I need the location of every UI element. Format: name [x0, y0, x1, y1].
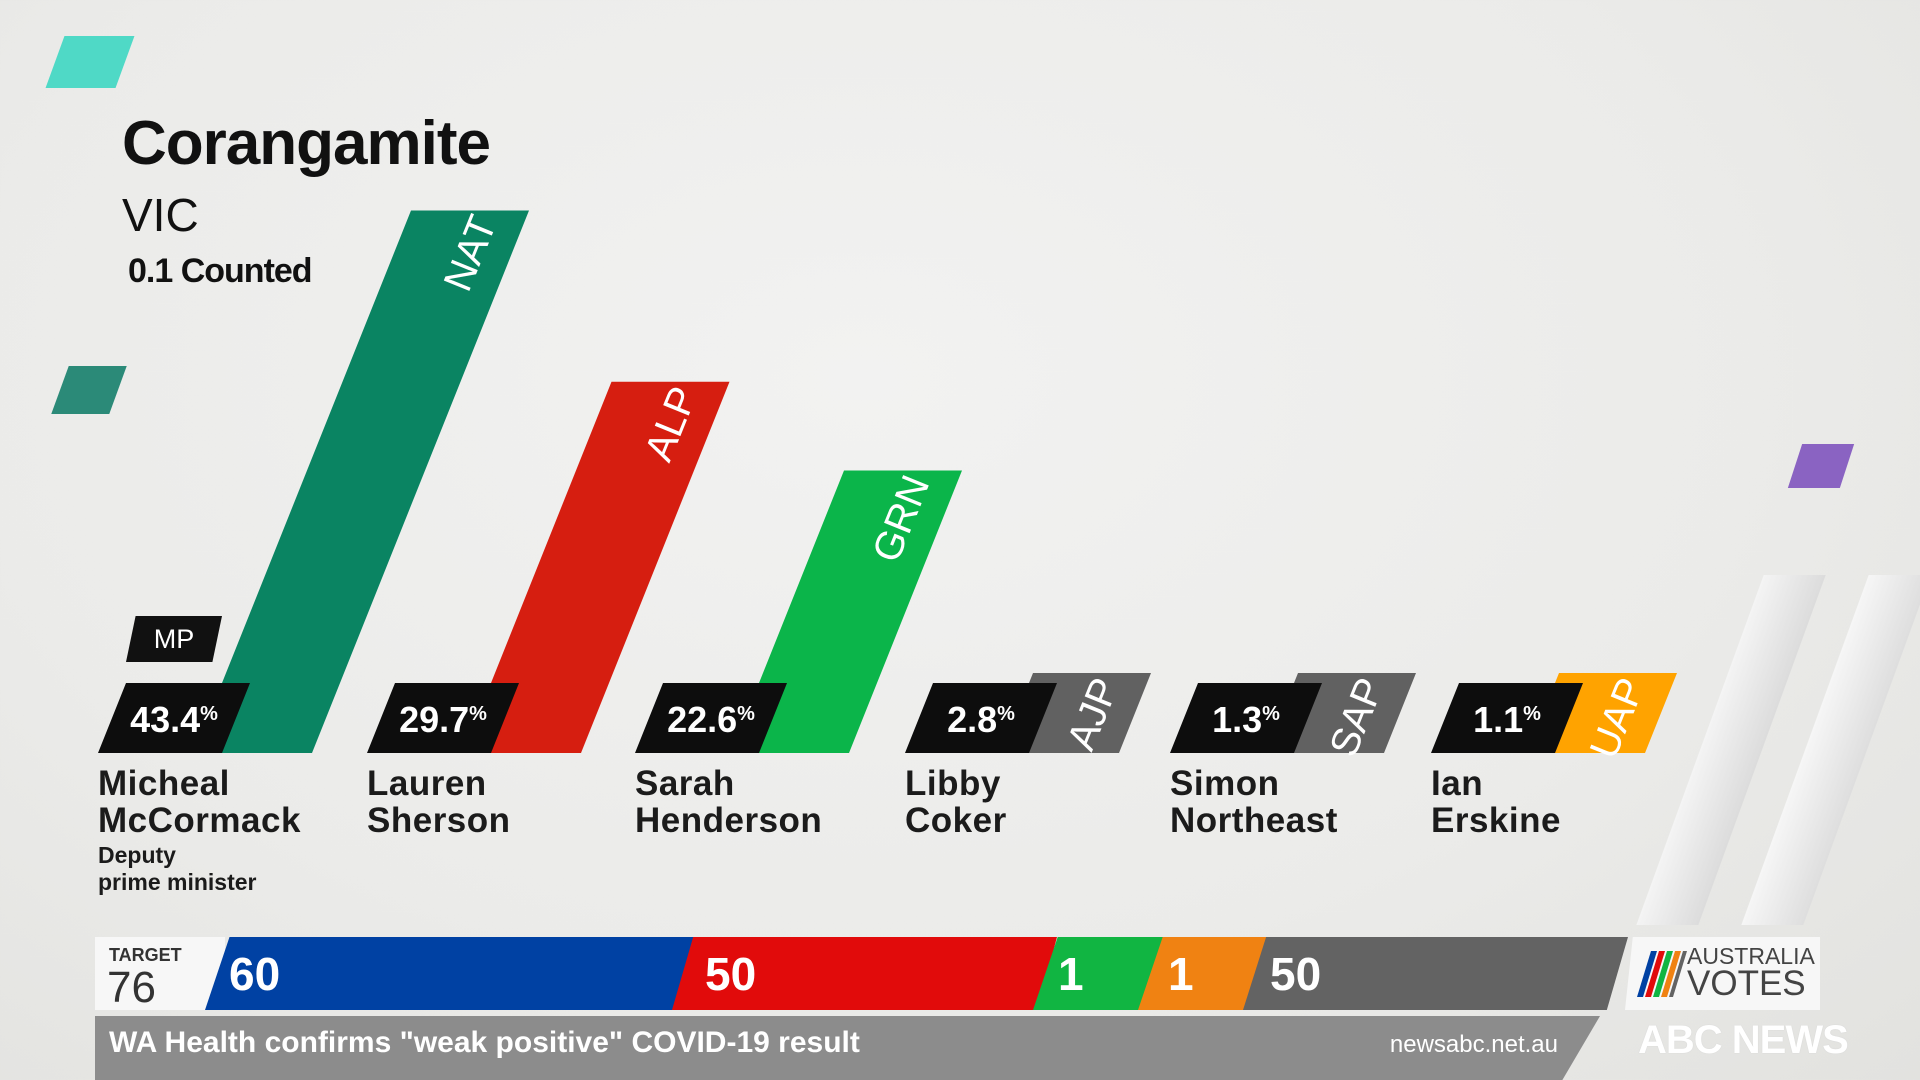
value-label-box [367, 683, 519, 753]
seat-count: 1 [1168, 947, 1194, 1000]
candidate-last-name: Henderson [635, 801, 823, 840]
seat-segment-undecided: 50 [1243, 937, 1628, 1010]
candidate-first-name: Sarah [635, 764, 735, 803]
candidate-name: Lauren Sherson [367, 765, 511, 839]
candidate-subtitle-line-1: Deputy [98, 842, 176, 868]
percent-sign: % [469, 703, 487, 725]
candidate-last-name: Coker [905, 801, 1007, 840]
target-box: TARGET 76 [95, 937, 225, 1012]
headline: WA Health confirms "weak positive" COVID… [109, 1026, 860, 1059]
percent-sign: % [200, 703, 218, 725]
state-label: VIC [122, 189, 199, 241]
mp-tag: MP [126, 616, 222, 662]
value-label-box [98, 683, 250, 753]
candidate-first-name: Simon [1170, 764, 1280, 803]
candidate-last-name: Northeast [1170, 801, 1338, 840]
target-label: TARGET [109, 945, 182, 965]
abc-news-logo: ABC NEWS [1638, 1018, 1849, 1062]
bar-nat [194, 210, 529, 753]
seat-segment-other-orange: 1 [1138, 937, 1268, 1010]
seat-count: 50 [705, 947, 757, 1000]
value-label-box [1170, 683, 1322, 753]
candidate-last-name: Erskine [1431, 801, 1561, 840]
candidate-name: Ian Erskine [1431, 765, 1561, 839]
candidate-name: Simon Northeast [1170, 765, 1338, 839]
candidate-first-name: Libby [905, 764, 1001, 803]
candidate-name: Micheal McCormack [98, 765, 301, 839]
news-ticker: WA Health confirms "weak positive" COVID… [95, 1016, 1600, 1080]
seat-segment-greens: 1 [1033, 937, 1163, 1010]
candidate-subtitle: Deputy prime minister [98, 842, 257, 896]
electorate-title: Corangamite [122, 109, 491, 178]
candidate-first-name: Ian [1431, 764, 1484, 803]
seat-segment-coalition: 60 [205, 937, 695, 1010]
counted-label: 0.1 Counted [128, 252, 313, 290]
candidate-name: Sarah Henderson [635, 765, 822, 839]
value-label-box [905, 683, 1057, 753]
candidate-subtitle-line-2: prime minister [98, 869, 257, 895]
seat-count: 50 [1270, 947, 1322, 1000]
percent-sign: % [1523, 703, 1541, 725]
candidate-first-name: Lauren [367, 764, 487, 803]
candidate-first-name: Micheal [98, 764, 230, 803]
news-url: newsabc.net.au [1389, 1031, 1558, 1058]
logo-line-1: AUSTRALIA [1687, 943, 1815, 969]
seat-count: 60 [229, 947, 281, 1000]
bar-grn [731, 470, 962, 753]
value-label-box [635, 683, 787, 753]
seat-count: 1 [1058, 947, 1084, 1000]
value-label-box [1431, 683, 1583, 753]
candidate-last-name: McCormack [98, 801, 301, 840]
logo-text: AUSTRALIA VOTES [1687, 943, 1815, 1003]
target-value: 76 [107, 963, 156, 1012]
candidate-name: Libby Coker [905, 765, 1007, 839]
candidate-last-name: Sherson [367, 801, 511, 840]
logo-line-2: VOTES [1687, 964, 1806, 1003]
bar-alp [463, 381, 730, 753]
percent-sign: % [737, 703, 755, 725]
percent-sign: % [1262, 703, 1280, 725]
australia-votes-logo: AUSTRALIA VOTES [1625, 937, 1820, 1010]
stripes-icon [1637, 951, 1687, 997]
seat-segment-labor: 50 [672, 937, 1057, 1010]
percent-sign: % [997, 703, 1015, 725]
